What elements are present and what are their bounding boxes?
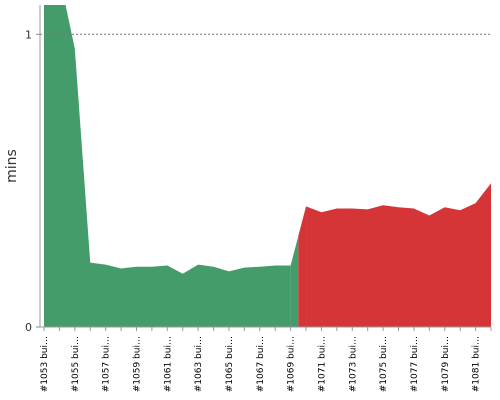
x-tick-label: #1059 bui… xyxy=(132,336,142,392)
x-tick-label: #1081 bui… xyxy=(472,336,482,392)
x-tick-label: #1055 bui… xyxy=(71,336,81,392)
x-tick-label: #1057 bui… xyxy=(102,336,112,392)
x-tick-label: #1065 bui… xyxy=(225,336,235,392)
y-tick-label: 1 xyxy=(25,28,32,41)
x-tick-label: #1071 bui… xyxy=(317,336,327,392)
y-axis-label: mins xyxy=(4,149,20,183)
plot-area xyxy=(44,5,491,327)
x-tick-label: #1079 bui… xyxy=(441,336,451,392)
x-tick-label: #1067 bui… xyxy=(256,336,266,392)
area-bridge xyxy=(298,206,307,327)
x-tick-label: #1053 bui… xyxy=(40,336,50,392)
x-tick-label: #1073 bui… xyxy=(348,336,358,392)
x-tick-label: #1075 bui… xyxy=(379,336,389,392)
area-bridge xyxy=(290,235,299,327)
x-tick-label: #1077 bui… xyxy=(410,336,420,392)
area xyxy=(44,5,291,327)
x-tick-label: #1063 bui… xyxy=(194,336,204,392)
y-tick-label: 0 xyxy=(25,321,32,334)
area xyxy=(306,183,491,327)
x-tick-label: #1061 bui… xyxy=(163,336,173,392)
x-tick-label: #1069 bui… xyxy=(287,336,297,392)
